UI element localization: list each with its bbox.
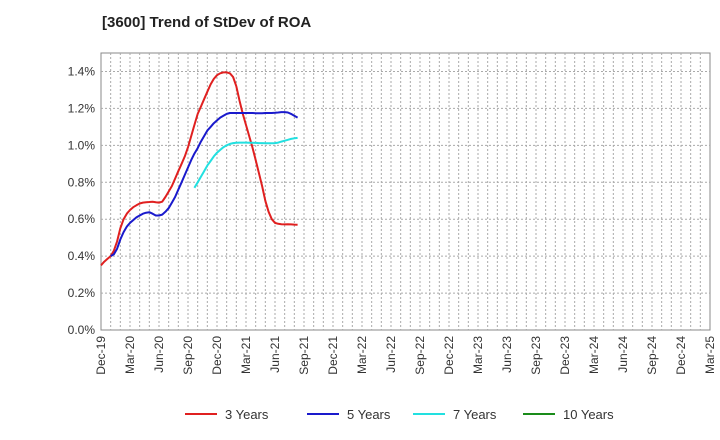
legend-label: 7 Years [453,407,497,422]
plot-area [100,52,711,331]
x-tick-label: Mar-20 [123,336,137,374]
x-tick-label: Dec-23 [558,336,572,375]
legend-label: 10 Years [563,407,614,422]
x-tick-label: Sep-22 [413,336,427,375]
legend-label: 5 Years [347,407,391,422]
y-tick-label: 1.2% [68,101,96,115]
legend: 3 Years 5 Years 7 Years 10 Years [185,407,614,422]
y-tick-label: 1.4% [68,64,96,78]
x-tick-label: Dec-20 [210,336,224,375]
x-tick-label: Sep-24 [645,336,659,375]
chart-title: [3600] Trend of StDev of ROA [102,14,312,31]
y-tick-label: 1.0% [68,138,96,152]
y-tick-label: 0.4% [68,249,96,263]
x-tick-label: Jun-20 [152,336,166,373]
series-line-7-years [193,136,298,189]
y-tick-label: 0.0% [68,323,96,337]
y-tick-label: 0.6% [68,212,96,226]
series-lines [100,71,299,267]
x-tick-label: Jun-21 [268,336,282,373]
x-tick-label: Mar-21 [239,336,253,374]
y-axis-ticks: 0.0% 0.2% 0.4% 0.6% 0.8% 1.0% 1.2% 1.4% [68,64,96,337]
x-tick-label: Dec-19 [94,336,108,375]
x-tick-label: Dec-24 [674,336,688,375]
x-tick-label: Jun-23 [500,336,514,373]
x-tick-label: Jun-24 [616,336,630,373]
series-line-5-years [110,111,299,257]
x-tick-label: Sep-23 [529,336,543,375]
x-tick-label: Mar-23 [471,336,485,374]
x-tick-label: Mar-22 [355,336,369,374]
x-tick-label: Jun-22 [384,336,398,373]
x-tick-label: Mar-24 [587,336,601,374]
legend-label: 3 Years [225,407,269,422]
x-tick-label: Dec-22 [442,336,456,375]
x-tick-label: Mar-25 [703,336,717,374]
x-tick-label: Dec-21 [326,336,340,375]
y-tick-label: 0.8% [68,175,96,189]
grid-lines [101,53,710,330]
x-axis-ticks: Dec-19 Mar-20 Jun-20 Sep-20 Dec-20 Mar-21 Jun-… [94,336,717,375]
x-tick-label: Sep-20 [181,336,195,375]
y-tick-label: 0.2% [68,286,96,300]
series-line-3-years [100,71,298,267]
x-tick-label: Sep-21 [297,336,311,375]
